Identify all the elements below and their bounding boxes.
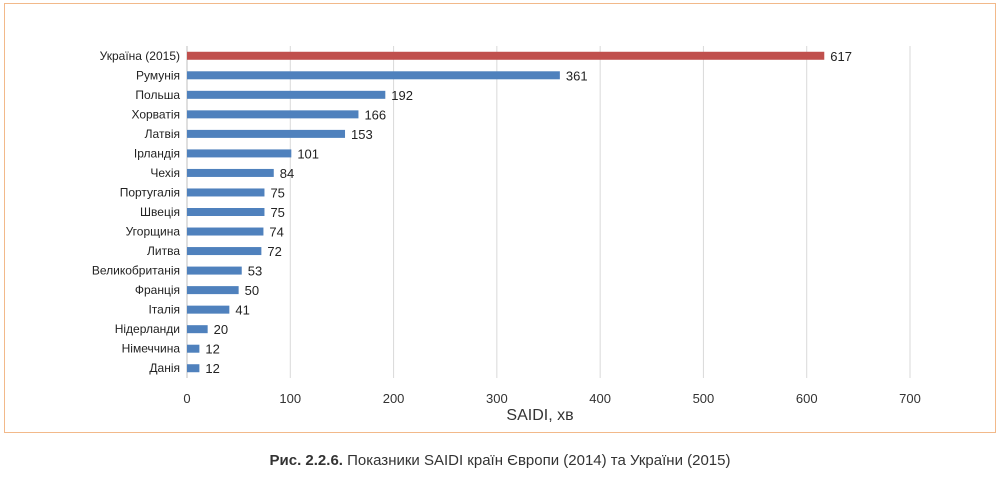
value-label: 12 <box>205 361 219 376</box>
value-label: 166 <box>364 107 386 122</box>
value-label: 101 <box>297 146 319 161</box>
value-label: 361 <box>566 68 588 83</box>
bar <box>187 227 264 236</box>
category-label: Нідерланди <box>115 322 180 336</box>
x-tick-label: 400 <box>589 391 611 406</box>
value-label: 20 <box>214 322 228 337</box>
x-tick-label: 0 <box>183 391 190 406</box>
value-label: 153 <box>351 127 373 142</box>
category-label: Чехія <box>150 166 180 180</box>
value-label: 617 <box>830 49 852 64</box>
category-label: Франція <box>135 283 180 297</box>
category-label: Румунія <box>136 68 180 82</box>
category-label: Швеція <box>140 205 180 219</box>
value-label: 75 <box>270 205 284 220</box>
bar <box>187 208 265 216</box>
figure-caption-text: Показники SAIDI країн Європи (2014) та У… <box>342 452 731 469</box>
bar <box>187 149 292 158</box>
x-tick-label: 600 <box>796 391 818 406</box>
bar <box>187 364 200 373</box>
category-label: Польша <box>135 88 180 102</box>
x-tick-label: 100 <box>279 391 301 406</box>
category-label: Хорватія <box>131 107 180 121</box>
x-tick-label: 500 <box>693 391 715 406</box>
x-axis-label: SAIDI, хв <box>506 407 573 424</box>
figure-caption-number: Рис. 2.2.6. <box>269 452 343 469</box>
saidi-bar-chart: 0 100 200 300 400 500 600 700 SAIDI, хв Україна (… <box>92 46 921 424</box>
category-label: Данія <box>149 361 180 375</box>
value-label: 72 <box>267 244 281 259</box>
bar <box>187 71 560 80</box>
figure-caption: Рис. 2.2.6. Показники SAIDI країн Європи… <box>0 452 1000 469</box>
bar <box>187 51 825 60</box>
value-label: 75 <box>270 185 284 200</box>
category-label: Італія <box>148 303 180 317</box>
bar <box>187 344 200 353</box>
x-tick-label: 200 <box>383 391 405 406</box>
category-label: Україна (2015) <box>100 49 180 63</box>
value-label: 50 <box>245 283 259 298</box>
value-label: 84 <box>280 166 294 181</box>
bar <box>187 247 262 256</box>
category-label: Ірландія <box>134 146 180 160</box>
value-label: 12 <box>205 342 219 357</box>
category-label: Латвія <box>145 127 180 141</box>
category-label: Португалія <box>120 185 180 199</box>
value-label: 192 <box>391 88 413 103</box>
bar <box>187 90 386 99</box>
bar <box>187 286 239 295</box>
value-label: 41 <box>235 303 249 318</box>
bar <box>187 305 230 314</box>
x-tick-label: 700 <box>899 391 921 406</box>
value-label: 74 <box>269 225 283 240</box>
category-label: Німеччина <box>122 342 181 356</box>
value-label: 53 <box>248 264 262 279</box>
bar <box>187 266 242 275</box>
bar <box>187 188 265 197</box>
x-tick-label: 300 <box>486 391 508 406</box>
bar <box>187 168 274 177</box>
bar <box>187 325 208 334</box>
category-label: Угорщина <box>126 225 181 239</box>
category-label: Великобританія <box>92 264 180 278</box>
bar <box>187 110 359 119</box>
bar <box>187 129 346 138</box>
category-label: Литва <box>147 244 180 258</box>
